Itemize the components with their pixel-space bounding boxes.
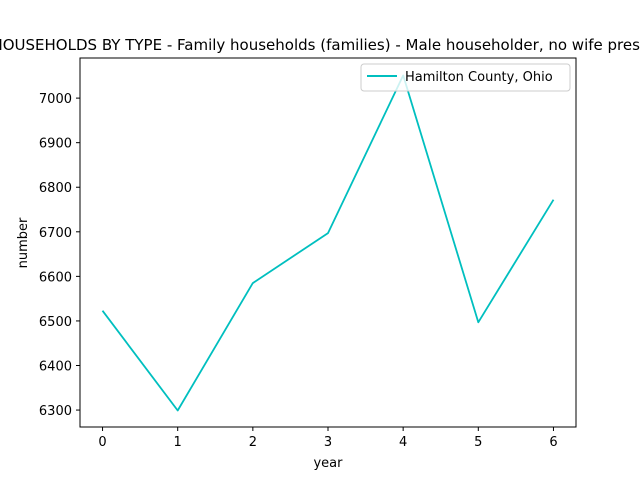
x-tick-label: 4 [399, 435, 407, 450]
y-tick-label: 7000 [39, 92, 72, 107]
axis-ticks: 0 1 2 3 4 5 6 6300 6400 6500 6600 6700 6800 6900 7000 [39, 92, 558, 450]
x-axis-label: year [313, 456, 343, 471]
chart-title: HOUSEHOLDS BY TYPE - Family households (… [0, 36, 640, 54]
y-tick-label: 6700 [39, 226, 72, 241]
x-tick-label: 0 [98, 435, 106, 450]
legend-label: Hamilton County, Ohio [405, 70, 553, 85]
y-tick-label: 6400 [39, 360, 72, 375]
legend-box [360, 63, 571, 92]
y-tick-label: 6900 [39, 137, 72, 152]
legend: Hamilton County, Ohio [360, 63, 571, 92]
y-axis-label: number [16, 217, 31, 268]
y-tick-label: 6600 [39, 270, 72, 285]
plot-area [80, 58, 576, 427]
x-tick-label: 3 [324, 435, 332, 450]
x-tick-label: 6 [549, 435, 557, 450]
series-layer [101, 74, 555, 412]
series-line [101, 74, 555, 412]
y-tick-label: 6500 [39, 315, 72, 330]
y-tick-label: 6800 [39, 181, 72, 196]
x-tick-label: 5 [474, 435, 482, 450]
x-tick-label: 1 [174, 435, 182, 450]
plot-frame [79, 57, 577, 428]
x-tick-label: 2 [249, 435, 257, 450]
y-tick-label: 6300 [39, 404, 72, 419]
